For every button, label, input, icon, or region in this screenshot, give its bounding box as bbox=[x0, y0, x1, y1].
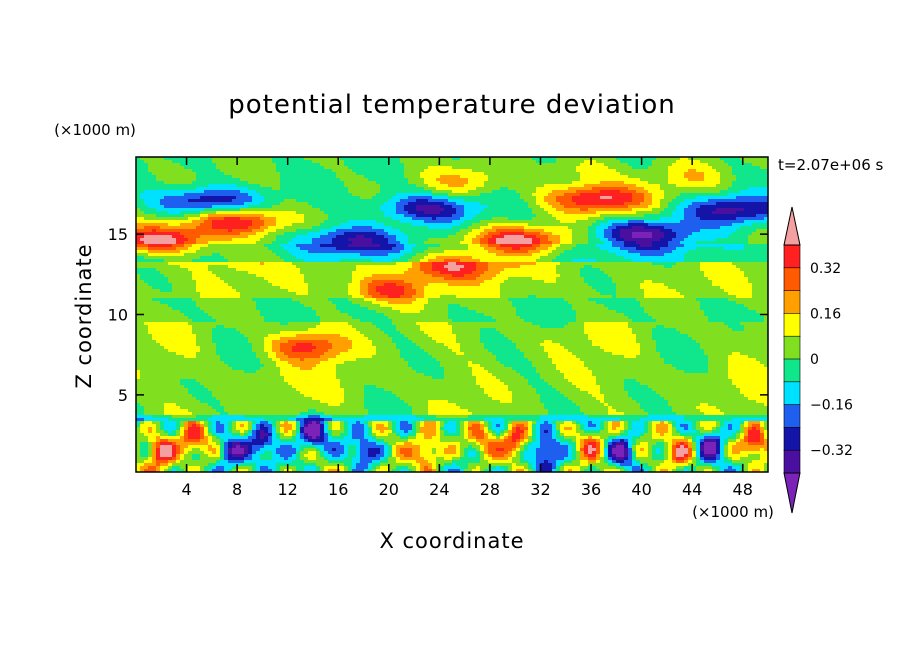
x-tick-label: 44 bbox=[682, 480, 702, 499]
x-axis: 4 8 12 16 20 24 28 32 36 40 44 48 bbox=[181, 157, 753, 499]
colorbar-band bbox=[783, 404, 801, 429]
x-tick-label: 24 bbox=[429, 480, 449, 499]
colorbar-band bbox=[783, 267, 801, 292]
x-tick-label: 8 bbox=[232, 480, 242, 499]
x-tick-label: 4 bbox=[181, 480, 191, 499]
time-label: t=2.07e+06 s bbox=[778, 156, 884, 174]
x-tick-label: 12 bbox=[278, 480, 298, 499]
y-unit-label: (×1000 m) bbox=[54, 121, 136, 139]
colorbar-extend-top bbox=[783, 206, 801, 246]
colorbar-tick-label: −0.32 bbox=[810, 443, 853, 459]
colorbar-band bbox=[783, 335, 801, 360]
heatmap-field bbox=[136, 157, 768, 472]
colorbar-band bbox=[783, 244, 801, 269]
x-tick-label: 48 bbox=[733, 480, 753, 499]
colorbar-band bbox=[783, 290, 801, 315]
colorbar-tick-label: −0.16 bbox=[810, 398, 853, 414]
x-axis-label: X coordinate bbox=[379, 529, 524, 553]
colorbar-band bbox=[783, 313, 801, 337]
x-tick-label: 36 bbox=[581, 480, 601, 499]
colorbar-band bbox=[783, 358, 801, 383]
colorbar-extend-bottom bbox=[783, 472, 801, 514]
colorbar-tick-label: 0.16 bbox=[810, 306, 841, 322]
colorbar-band bbox=[783, 381, 801, 406]
y-tick-label: 10 bbox=[108, 306, 128, 325]
colorbar-band bbox=[783, 427, 801, 451]
y-axis-label: Z coordinate bbox=[72, 243, 96, 388]
x-tick-label: 40 bbox=[631, 480, 651, 499]
colorbar-tick-label: 0.32 bbox=[810, 261, 841, 277]
y-tick-label: 5 bbox=[118, 386, 128, 405]
y-tick-label: 15 bbox=[108, 225, 128, 244]
x-tick-label: 28 bbox=[480, 480, 500, 499]
colorbar-tick-label: 0 bbox=[810, 352, 819, 368]
x-tick-label: 20 bbox=[379, 480, 399, 499]
x-unit-label: (×1000 m) bbox=[692, 503, 774, 521]
colorbar-band bbox=[783, 449, 801, 474]
y-axis: 5 10 15 bbox=[108, 225, 768, 405]
x-tick-label: 32 bbox=[530, 480, 550, 499]
x-tick-label: 16 bbox=[328, 480, 348, 499]
chart-title: potential temperature deviation bbox=[228, 90, 675, 120]
colorbar: 0.32 0.16 0 −0.16 −0.32 bbox=[783, 206, 853, 514]
